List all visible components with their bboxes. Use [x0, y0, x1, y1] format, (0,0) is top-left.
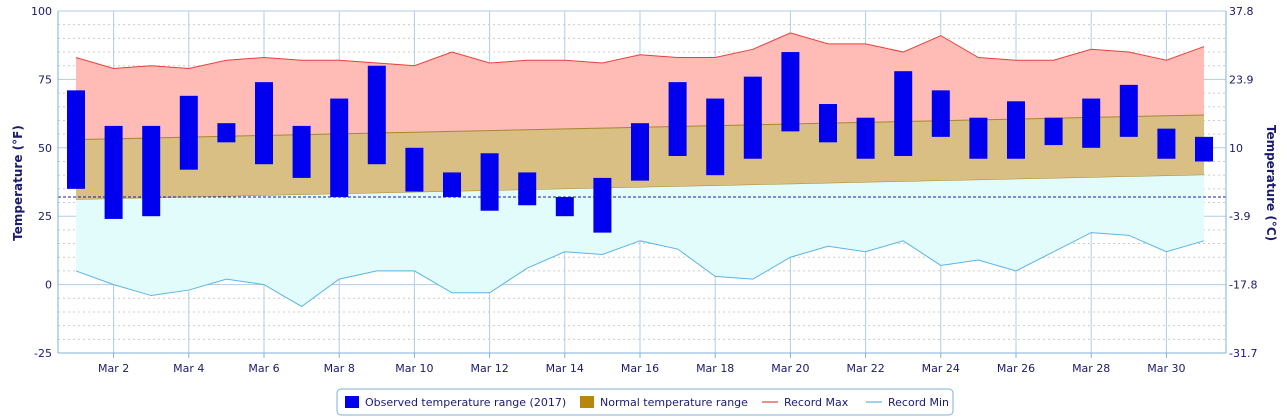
x-tick-label: Mar 16 — [621, 362, 659, 375]
legend-swatch-normal — [580, 396, 594, 408]
x-tick-label: Mar 10 — [395, 362, 433, 375]
x-tick-label: Mar 30 — [1147, 362, 1185, 375]
left-tick-label: 75 — [38, 73, 52, 86]
observed-bar — [1157, 128, 1176, 159]
left-tick-label: 25 — [38, 210, 52, 223]
right-axis-title: Temperature (°C) — [1264, 125, 1278, 241]
observed-bar — [330, 98, 349, 198]
observed-bar — [819, 104, 837, 143]
observed-bar — [1195, 136, 1213, 162]
right-tick-label: 37.8 — [1229, 5, 1254, 18]
observed-bar — [1082, 98, 1101, 148]
observed-bar — [668, 82, 687, 157]
observed-bar — [67, 90, 85, 189]
observed-bar — [781, 52, 800, 132]
legend-swatch-observed — [345, 396, 359, 408]
observed-bar — [1007, 101, 1025, 159]
observed-bar — [405, 147, 424, 192]
legend-label-record-min: Record Min — [888, 396, 949, 409]
right-tick-label: 10 — [1229, 142, 1243, 155]
left-tick-label: -25 — [34, 347, 52, 360]
x-tick-label: Mar 26 — [997, 362, 1035, 375]
observed-bar — [104, 125, 123, 219]
left-tick-label: 0 — [45, 279, 52, 292]
x-tick-label: Mar 20 — [771, 362, 809, 375]
right-tick-label: -17.8 — [1229, 279, 1257, 292]
observed-bar — [518, 172, 537, 206]
observed-bar — [142, 125, 161, 217]
record-max-band — [76, 32, 1204, 140]
observed-bar — [217, 123, 236, 143]
legend: Observed temperature range (2017) Normal … — [336, 388, 954, 416]
observed-bar — [292, 125, 311, 178]
x-tick-label: Mar 24 — [922, 362, 960, 375]
observed-bar — [931, 90, 950, 137]
right-tick-label: -31.7 — [1229, 347, 1257, 360]
observed-bar — [969, 117, 988, 159]
range-areas — [58, 32, 1226, 307]
axes: 100 75 50 25 0 -25 37.8 23.9 10 -3.9 -17.8 -31.7 Mar… — [31, 5, 1257, 375]
observed-bar — [631, 123, 649, 181]
observed-bar — [179, 95, 198, 170]
record-max-line — [75, 32, 1205, 69]
x-tick-label: Mar 22 — [846, 362, 884, 375]
record-lines — [75, 32, 1205, 308]
observed-bar — [593, 177, 612, 233]
observed-bar — [555, 197, 574, 217]
right-tick-label: -3.9 — [1229, 210, 1250, 223]
x-tick-label: Mar 6 — [248, 362, 279, 375]
left-tick-label: 50 — [38, 142, 52, 155]
x-tick-label: Mar 18 — [696, 362, 734, 375]
x-tick-label: Mar 14 — [546, 362, 584, 375]
observed-bar — [856, 117, 875, 159]
observed-bar — [894, 71, 913, 157]
observed-bar — [255, 82, 273, 165]
observed-bar — [1119, 84, 1138, 137]
x-tick-label: Mar 4 — [173, 362, 204, 375]
legend-label-normal: Normal temperature range — [600, 396, 748, 409]
observed-bar — [706, 98, 725, 176]
left-tick-label: 100 — [31, 5, 52, 18]
x-tick-label: Mar 12 — [470, 362, 508, 375]
observed-bar — [1044, 117, 1063, 146]
right-tick-label: 23.9 — [1229, 73, 1254, 86]
left-axis-title: Temperature (°F) — [11, 125, 25, 241]
observed-bars — [67, 52, 1213, 233]
x-tick-label: Mar 28 — [1072, 362, 1110, 375]
observed-bar — [480, 153, 499, 211]
record-min-line — [75, 232, 1205, 308]
legend-label-observed: Observed temperature range (2017) — [365, 396, 566, 409]
x-tick-label: Mar 2 — [98, 362, 129, 375]
observed-bar — [443, 172, 461, 198]
observed-bar — [743, 76, 762, 159]
legend-box — [336, 388, 954, 416]
x-tick-label: Mar 8 — [324, 362, 355, 375]
observed-bar — [367, 65, 386, 165]
legend-label-record-max: Record Max — [784, 396, 849, 409]
